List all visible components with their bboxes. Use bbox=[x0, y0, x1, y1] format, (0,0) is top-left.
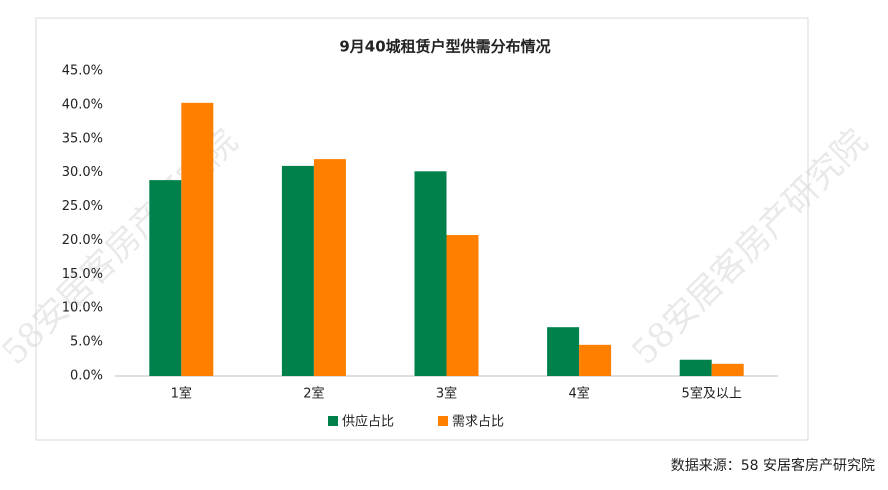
bar bbox=[313, 159, 346, 376]
x-tick-label: 4室 bbox=[568, 386, 589, 402]
bar bbox=[149, 180, 182, 376]
y-tick-label: 20.0% bbox=[62, 233, 103, 248]
x-tick-label: 1室 bbox=[171, 386, 192, 402]
legend-label: 供应占比 bbox=[342, 414, 394, 430]
source-note: 数据来源：58 安居客房产研究院 bbox=[671, 457, 875, 474]
x-tick-label: 2室 bbox=[303, 386, 324, 402]
bar bbox=[547, 327, 580, 376]
y-tick-label: 35.0% bbox=[62, 131, 103, 146]
y-tick-label: 25.0% bbox=[62, 199, 103, 214]
y-tick-label: 45.0% bbox=[62, 64, 103, 79]
y-tick-label: 10.0% bbox=[62, 301, 103, 316]
y-tick-label: 30.0% bbox=[62, 165, 103, 180]
bar bbox=[181, 102, 214, 376]
legend-swatch bbox=[328, 416, 338, 426]
legend-label: 需求占比 bbox=[452, 415, 504, 430]
bar bbox=[281, 165, 314, 376]
y-tick-label: 5.0% bbox=[70, 335, 103, 350]
chart-title: 9月40城租赁户型供需分布情况 bbox=[339, 38, 550, 56]
x-tick-label: 5室及以上 bbox=[682, 386, 742, 402]
y-tick-label: 15.0% bbox=[62, 267, 103, 282]
bar bbox=[579, 344, 612, 376]
watermark: 58安居客房产研究院 bbox=[624, 122, 875, 373]
bar bbox=[414, 171, 447, 376]
x-tick-label: 3室 bbox=[436, 386, 457, 402]
chart-frame bbox=[35, 17, 809, 441]
bar bbox=[711, 363, 744, 376]
bar bbox=[679, 359, 712, 376]
y-tick-label: 40.0% bbox=[62, 97, 103, 112]
y-tick-label: 0.0% bbox=[70, 369, 103, 384]
bar bbox=[446, 235, 479, 376]
legend-swatch bbox=[438, 416, 448, 426]
